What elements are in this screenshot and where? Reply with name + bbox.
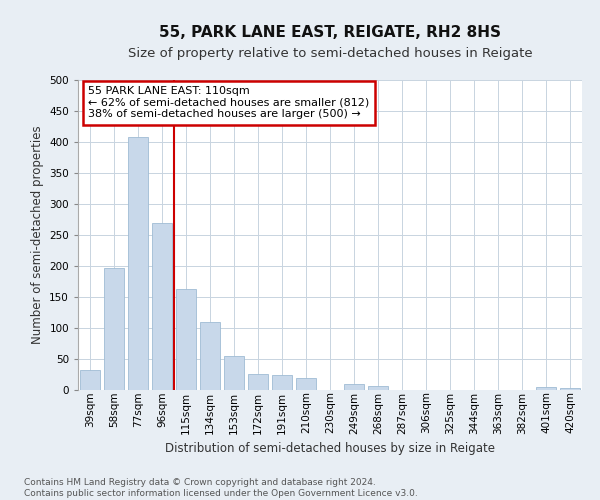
Text: Contains HM Land Registry data © Crown copyright and database right 2024.
Contai: Contains HM Land Registry data © Crown c… xyxy=(24,478,418,498)
Y-axis label: Number of semi-detached properties: Number of semi-detached properties xyxy=(31,126,44,344)
Bar xyxy=(272,374,292,390)
Bar xyxy=(368,386,388,390)
Bar xyxy=(224,356,244,390)
Bar xyxy=(536,387,556,390)
X-axis label: Distribution of semi-detached houses by size in Reigate: Distribution of semi-detached houses by … xyxy=(165,442,495,455)
Bar xyxy=(152,222,172,390)
Bar xyxy=(80,370,100,390)
Text: Size of property relative to semi-detached houses in Reigate: Size of property relative to semi-detach… xyxy=(128,48,532,60)
Text: 55, PARK LANE EAST, REIGATE, RH2 8HS: 55, PARK LANE EAST, REIGATE, RH2 8HS xyxy=(159,25,501,40)
Bar xyxy=(176,289,196,390)
Bar xyxy=(200,322,220,390)
Bar xyxy=(104,268,124,390)
Bar xyxy=(128,137,148,390)
Text: 55 PARK LANE EAST: 110sqm
← 62% of semi-detached houses are smaller (812)
38% of: 55 PARK LANE EAST: 110sqm ← 62% of semi-… xyxy=(88,86,370,120)
Bar xyxy=(560,388,580,390)
Bar xyxy=(248,374,268,390)
Bar xyxy=(344,384,364,390)
Bar xyxy=(296,378,316,390)
